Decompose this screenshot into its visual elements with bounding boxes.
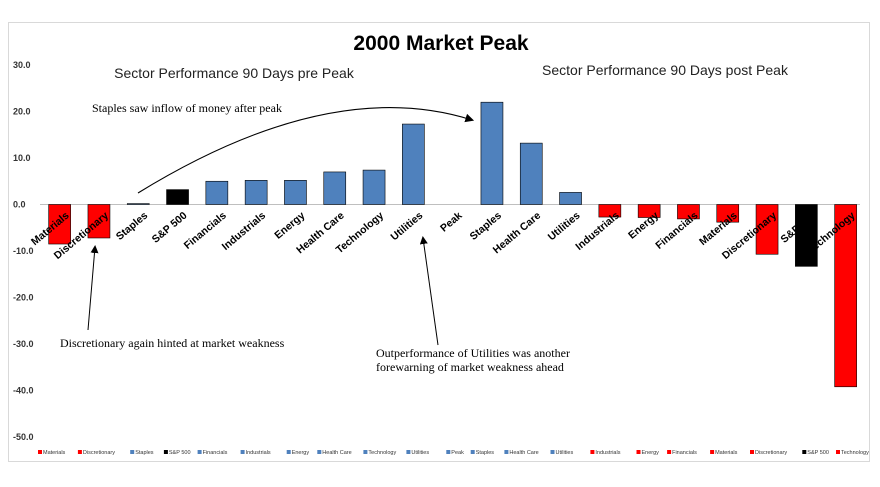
annotation-utilities-line2: forewarning of market weakness ahead bbox=[376, 360, 564, 374]
legend-swatch bbox=[550, 450, 555, 454]
bar bbox=[166, 189, 189, 205]
y-tick-label: -30.0 bbox=[13, 339, 34, 349]
bar bbox=[402, 123, 425, 205]
legend-swatch bbox=[504, 450, 509, 454]
legend-swatch bbox=[710, 450, 715, 454]
bar bbox=[519, 142, 543, 205]
legend-swatch bbox=[197, 450, 202, 454]
bar bbox=[755, 204, 779, 255]
annotation-discretionary-arrow bbox=[87, 245, 99, 331]
subtitle-pre-peak: Sector Performance 90 Days pre Peak bbox=[114, 65, 355, 81]
y-tick-label: -40.0 bbox=[13, 386, 34, 396]
legend-label: Staples bbox=[476, 450, 495, 456]
annotation-staples-arrow bbox=[137, 107, 475, 194]
legend-label: Financials bbox=[203, 450, 228, 456]
legend-swatch bbox=[750, 450, 754, 454]
subtitle-post-peak: Sector Performance 90 Days post Peak bbox=[542, 62, 789, 78]
y-tick-label: 0.0 bbox=[13, 200, 26, 210]
bar bbox=[559, 192, 582, 205]
legend-label: Technology bbox=[841, 450, 869, 456]
annotation-utilities-line1: Outperformance of Utilities was another bbox=[376, 346, 570, 360]
legend-swatch bbox=[363, 450, 368, 454]
legend-label: Financials bbox=[672, 450, 697, 456]
bar bbox=[362, 169, 386, 205]
legend-swatch bbox=[802, 450, 807, 454]
legend-swatch bbox=[667, 450, 672, 454]
chart-frame bbox=[8, 22, 870, 462]
legend-swatch bbox=[470, 450, 475, 454]
legend-swatch bbox=[163, 450, 168, 454]
legend-swatch bbox=[286, 450, 291, 454]
bar bbox=[87, 204, 111, 239]
legend-label: Materials bbox=[43, 450, 66, 456]
legend-label: Peak bbox=[451, 450, 464, 456]
legend-label: Industrials bbox=[595, 450, 620, 456]
bar bbox=[126, 203, 150, 205]
y-tick-label: 20.0 bbox=[13, 107, 31, 117]
chart-title: 2000 Market Peak bbox=[353, 32, 528, 55]
legend-label: Utilities bbox=[556, 450, 574, 456]
y-tick-label: 10.0 bbox=[13, 153, 31, 163]
legend-swatch bbox=[38, 450, 42, 454]
legend-swatch bbox=[406, 450, 411, 454]
legend-label: Materials bbox=[715, 450, 738, 456]
legend-label: S&P 500 bbox=[169, 450, 191, 456]
legend-label: Health Care bbox=[322, 450, 351, 456]
bar bbox=[637, 204, 661, 218]
annotation-staples: Staples saw inflow of money after peak bbox=[92, 101, 282, 115]
legend-swatch bbox=[77, 450, 82, 454]
annotation-utilities-arrow bbox=[419, 236, 439, 346]
bar bbox=[323, 171, 347, 205]
bar bbox=[205, 180, 229, 205]
legend-swatch bbox=[836, 450, 840, 454]
bar bbox=[284, 180, 307, 205]
bar bbox=[480, 101, 504, 205]
legend-label: Energy bbox=[292, 450, 310, 456]
category-label: Peak bbox=[438, 210, 465, 235]
legend-label: Discretionary bbox=[83, 450, 115, 456]
bar bbox=[598, 204, 622, 218]
y-tick-label: -50.0 bbox=[13, 432, 34, 442]
legend-label: Industrials bbox=[246, 450, 271, 456]
legend-swatch bbox=[636, 450, 641, 454]
category-label: Utilities bbox=[546, 210, 583, 244]
category-label: Utilities bbox=[389, 210, 426, 244]
category-label: Energy bbox=[272, 210, 307, 242]
legend-swatch bbox=[240, 450, 245, 454]
bar bbox=[48, 204, 71, 245]
category-label: Staples bbox=[114, 210, 150, 243]
y-tick-label: 30.0 bbox=[13, 60, 31, 70]
bar bbox=[244, 180, 268, 205]
legend-label: Utilities bbox=[411, 450, 429, 456]
legend-swatch bbox=[130, 450, 135, 454]
legend-swatch bbox=[446, 450, 451, 454]
bar bbox=[716, 204, 740, 223]
bar bbox=[677, 204, 700, 220]
category-label: Industrials bbox=[573, 210, 622, 253]
legend-label: Health Care bbox=[509, 450, 538, 456]
legend-label: Discretionary bbox=[755, 450, 787, 456]
annotation-discretionary: Discretionary again hinted at market wea… bbox=[60, 336, 285, 350]
legend-swatch bbox=[317, 450, 322, 454]
legend-label: Staples bbox=[135, 450, 154, 456]
y-tick-label: -10.0 bbox=[13, 246, 34, 256]
bars bbox=[48, 101, 857, 388]
bar bbox=[795, 204, 818, 267]
y-tick-label: -20.0 bbox=[13, 293, 34, 303]
legend-label: Energy bbox=[642, 450, 660, 456]
legend-swatch bbox=[590, 450, 595, 454]
category-label: Industrials bbox=[220, 210, 269, 253]
bar bbox=[834, 204, 857, 388]
legend: Materials Discretionary Staples S&P 500 Fina… bbox=[38, 450, 869, 456]
category-label: Staples bbox=[468, 210, 504, 243]
legend-label: S&P 500 bbox=[807, 450, 829, 456]
legend-label: Technology bbox=[368, 450, 396, 456]
